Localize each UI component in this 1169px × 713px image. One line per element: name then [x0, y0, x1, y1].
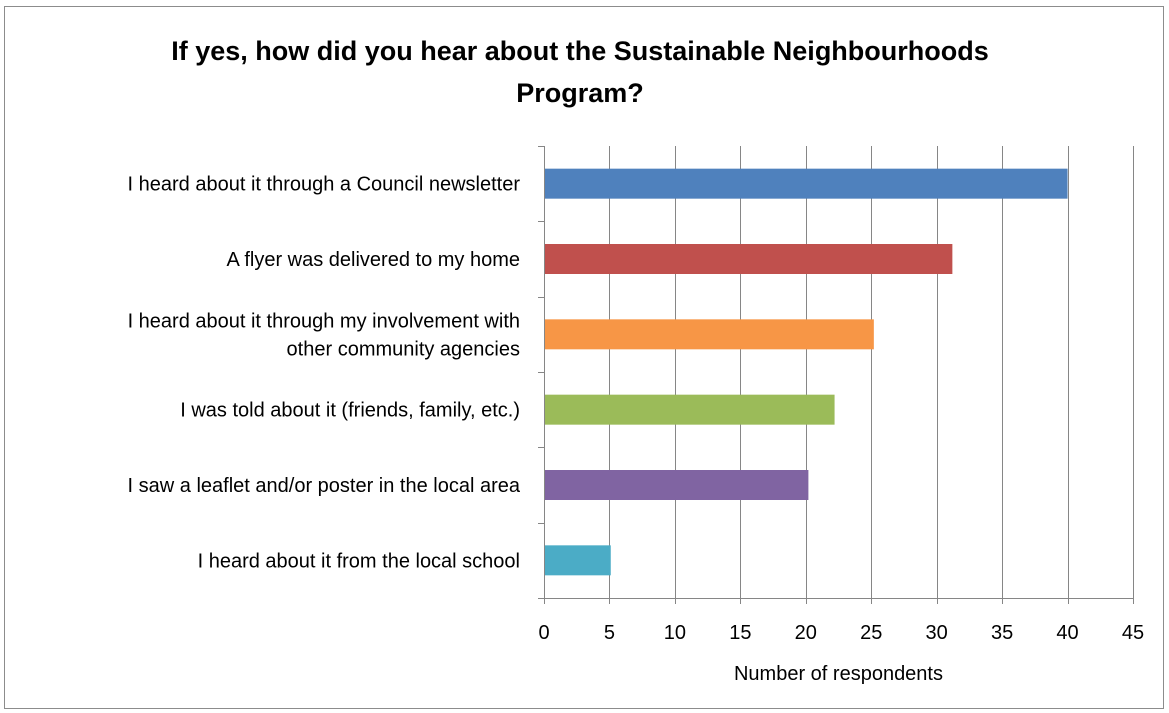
bars: [544, 168, 1068, 576]
category-label: other community agencies: [287, 338, 520, 360]
x-tick-label: 40: [1056, 622, 1078, 644]
x-tick-label: 25: [860, 622, 882, 644]
chart-title-line-2: Program?: [516, 78, 644, 108]
category-label: I was told about it (friends, family, et…: [180, 400, 520, 422]
bar: [544, 470, 809, 500]
category-label: I heard about it through my involvement …: [128, 310, 520, 332]
category-label: A flyer was delivered to my home: [227, 249, 520, 271]
x-tick-label: 0: [538, 622, 549, 644]
x-tick-label: 15: [729, 622, 751, 644]
category-label: I saw a leaflet and/or poster in the loc…: [128, 475, 521, 497]
x-tick-label: 30: [926, 622, 948, 644]
axes: [538, 146, 1134, 604]
x-tick-label: 45: [1122, 622, 1144, 644]
bar: [544, 319, 874, 350]
x-tick-label: 35: [991, 622, 1013, 644]
x-tick-label: 10: [664, 622, 686, 644]
chart-title: If yes, how did you hear about the Susta…: [0, 30, 1160, 114]
bar: [544, 168, 1068, 199]
x-axis-title: Number of respondents: [734, 663, 943, 685]
bar: [544, 244, 953, 274]
bar: [544, 545, 611, 576]
category-label: I heard about it through a Council newsl…: [128, 174, 521, 196]
gridlines: [609, 146, 1134, 598]
x-tick-label: 20: [795, 622, 817, 644]
bar: [544, 394, 835, 425]
x-tick-label: 5: [604, 622, 615, 644]
labels: 0 5 10 15 20 25 30 35 40 45 I heard about it throu…: [128, 174, 1145, 685]
chart-frame: [4, 6, 1164, 709]
chart-title-line-1: If yes, how did you hear about the Susta…: [171, 36, 989, 66]
category-label: I heard about it from the local school: [198, 550, 520, 572]
